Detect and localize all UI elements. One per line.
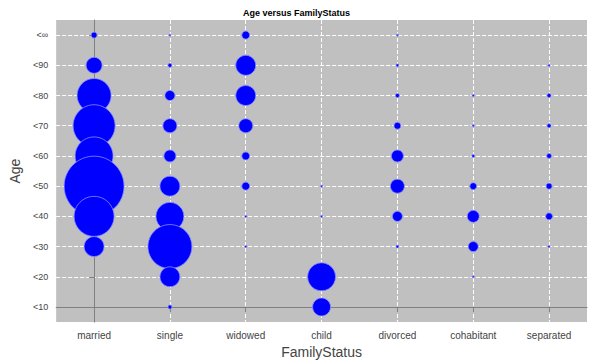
svg-text:widowed: widowed xyxy=(225,330,265,341)
svg-text:<90: <90 xyxy=(33,60,48,70)
svg-text:married: married xyxy=(77,330,111,341)
svg-text:<50: <50 xyxy=(33,181,48,191)
svg-text:divorced: divorced xyxy=(379,330,417,341)
svg-text:single: single xyxy=(157,330,184,341)
svg-text:Age: Age xyxy=(7,158,23,183)
svg-text:FamilyStatus: FamilyStatus xyxy=(281,344,362,360)
svg-text:<60: <60 xyxy=(33,151,48,161)
svg-text:<10: <10 xyxy=(33,302,48,312)
svg-text:cohabitant: cohabitant xyxy=(450,330,496,341)
svg-text:<70: <70 xyxy=(33,121,48,131)
svg-text:<∞: <∞ xyxy=(36,30,48,40)
svg-text:separated: separated xyxy=(527,330,571,341)
svg-text:<80: <80 xyxy=(33,91,48,101)
svg-text:child: child xyxy=(311,330,332,341)
svg-text:Age versus FamilyStatus: Age versus FamilyStatus xyxy=(243,8,350,18)
svg-text:<40: <40 xyxy=(33,211,48,221)
svg-text:<30: <30 xyxy=(33,242,48,252)
svg-text:<20: <20 xyxy=(33,272,48,282)
